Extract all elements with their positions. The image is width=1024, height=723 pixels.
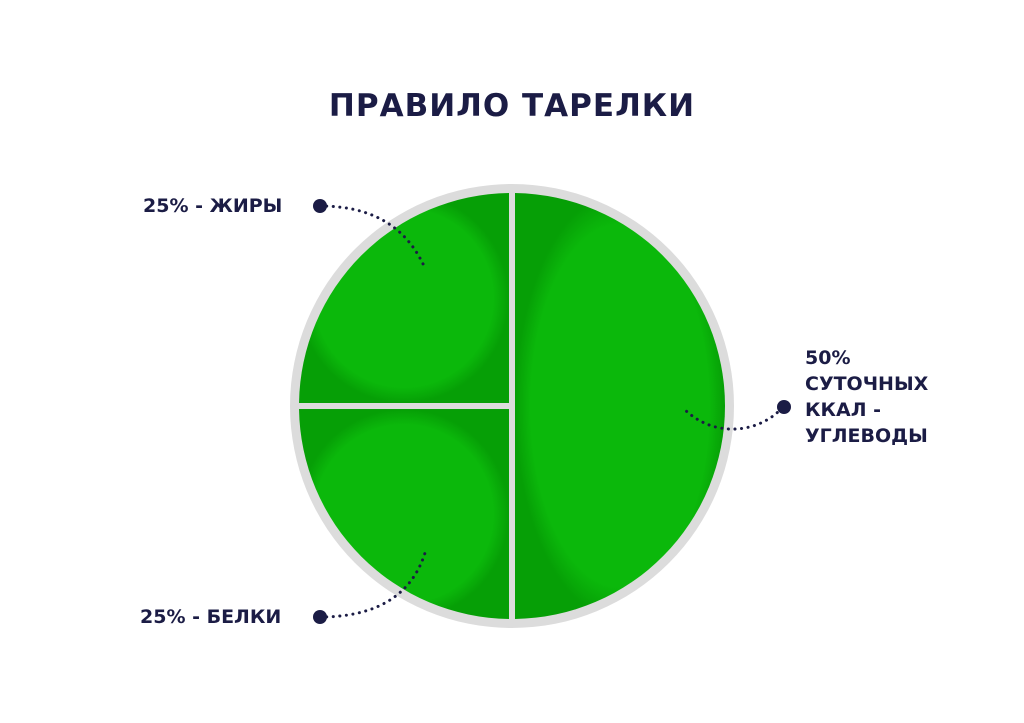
marker-fats <box>313 199 327 213</box>
marker-proteins <box>313 610 327 624</box>
marker-carbs <box>777 400 791 414</box>
leader-carbs <box>681 406 784 431</box>
slice-fats <box>299 193 509 403</box>
label-carbs-line: СУТОЧНЫХ <box>805 373 929 395</box>
slice-carbs <box>515 193 726 619</box>
label-proteins: 25% - БЕЛКИ <box>140 606 282 628</box>
chart-title: ПРАВИЛО ТАРЕЛКИ <box>328 88 696 124</box>
leader-fats <box>318 204 426 268</box>
slice-proteins <box>299 409 509 619</box>
label-carbs-line: ККАЛ - <box>805 399 882 421</box>
label-carbs-line: 50% <box>805 347 851 369</box>
label-fats: 25% - ЖИРЫ <box>143 195 283 217</box>
label-carbs-line: УГЛЕВОДЫ <box>805 425 928 447</box>
label-carbs: 50% СУТОЧНЫХ ККАЛ - УГЛЕВОДЫ <box>805 345 928 449</box>
